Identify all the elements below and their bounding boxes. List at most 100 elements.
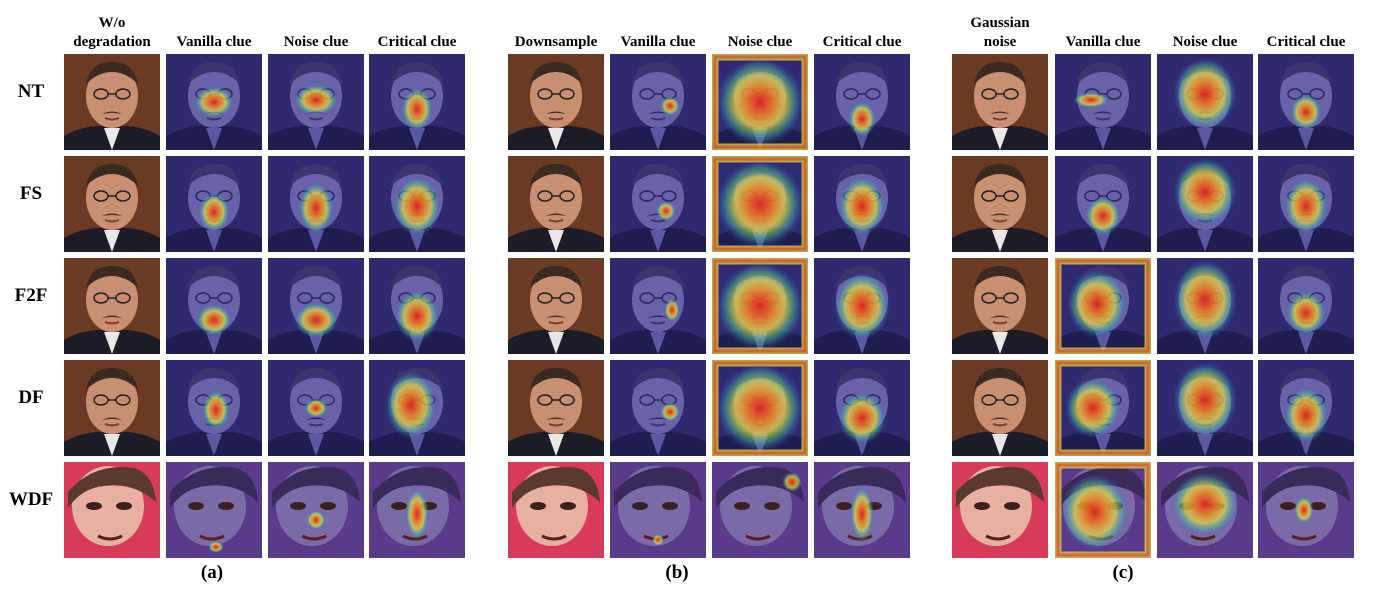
heatmap-overlay xyxy=(712,156,808,252)
column-header-line: degradation xyxy=(73,34,151,50)
heatmap-overlay xyxy=(166,258,262,354)
heatmap-hotspot xyxy=(834,272,890,340)
heatmap-overlay xyxy=(1258,462,1354,558)
heatmap-hotspot xyxy=(838,176,886,236)
column-header: Noise clue xyxy=(705,33,815,52)
heatmap-overlay xyxy=(166,462,262,558)
heatmap-image xyxy=(814,258,910,354)
heatmap-overlay xyxy=(1055,462,1151,558)
heatmap-image xyxy=(166,462,262,558)
heatmap-hotspot xyxy=(656,201,676,221)
heatmap-overlay xyxy=(814,258,910,354)
face-image xyxy=(64,360,160,456)
heatmap-overlay xyxy=(166,156,262,252)
heatmap-image xyxy=(369,54,465,150)
heatmap-overlay xyxy=(1258,156,1354,252)
column-header-line: Noise clue xyxy=(283,34,349,50)
heatmap-hotspot xyxy=(202,390,230,430)
heatmap-overlay xyxy=(814,54,910,150)
heatmap-overlay xyxy=(369,54,465,150)
heatmap-overlay xyxy=(166,360,262,456)
column-header: W/o degradation xyxy=(57,14,167,52)
heatmap-image xyxy=(610,156,706,252)
column-header-line: Gaussian xyxy=(970,15,1030,31)
heatmap-overlay xyxy=(268,258,364,354)
face-image xyxy=(508,462,604,558)
heatmap-hotspot xyxy=(196,304,232,336)
row-label: F2F xyxy=(14,285,48,306)
column-header-line: Vanilla clue xyxy=(620,34,696,50)
heatmap-overlay xyxy=(166,54,262,150)
heatmap-hotspot xyxy=(1065,378,1121,438)
heatmap-image xyxy=(166,156,262,252)
heatmap-image xyxy=(610,360,706,456)
heatmap-overlay xyxy=(610,258,706,354)
heatmap-image xyxy=(268,258,364,354)
heatmap-overlay xyxy=(712,258,808,354)
face-image xyxy=(508,156,604,252)
column-header-line: Noise clue xyxy=(1172,34,1238,50)
face-photo xyxy=(508,462,604,558)
face-photo xyxy=(64,360,160,456)
heatmap-image xyxy=(268,360,364,456)
heatmap-image xyxy=(166,54,262,150)
column-header: Vanilla clue xyxy=(159,33,269,52)
face-image xyxy=(952,360,1048,456)
column-header-line: W/o xyxy=(98,15,126,31)
face-image xyxy=(64,462,160,558)
heatmap-image xyxy=(268,462,364,558)
row-label: DF xyxy=(18,387,44,408)
heatmap-overlay xyxy=(268,360,364,456)
heatmap-overlay xyxy=(1258,360,1354,456)
face-photo xyxy=(508,258,604,354)
heatmap-image xyxy=(814,54,910,150)
heatmap-hotspot xyxy=(838,392,886,444)
heatmap-image xyxy=(814,462,910,558)
heatmap-overlay xyxy=(1055,258,1151,354)
face-photo xyxy=(952,462,1048,558)
heatmap-image xyxy=(712,462,808,558)
face-image xyxy=(508,360,604,456)
heatmap-hotspot xyxy=(405,488,429,540)
heatmap-hotspot xyxy=(1284,178,1328,234)
heatmap-overlay xyxy=(1157,360,1253,456)
heatmap-image xyxy=(1157,156,1253,252)
heatmap-overlay xyxy=(369,258,465,354)
heatmap-hotspot xyxy=(198,192,230,232)
heatmap-hotspot xyxy=(716,160,804,248)
face-image xyxy=(64,156,160,252)
row-label: FS xyxy=(19,183,43,204)
heatmap-image xyxy=(610,258,706,354)
column-header-line: Critical clue xyxy=(822,34,902,50)
heatmap-overlay xyxy=(1258,258,1354,354)
panel-label: (a) xyxy=(200,562,224,583)
heatmap-hotspot xyxy=(1171,472,1239,536)
heatmap-hotspot xyxy=(1073,92,1109,108)
heatmap-hotspot xyxy=(194,86,234,118)
heatmap-image xyxy=(166,258,262,354)
column-header-line: noise xyxy=(983,34,1017,50)
heatmap-image xyxy=(1055,54,1151,150)
heatmap-image xyxy=(610,54,706,150)
heatmap-hotspot xyxy=(1294,496,1314,524)
heatmap-overlay xyxy=(610,462,706,558)
heatmap-image xyxy=(1055,462,1151,558)
heatmap-image xyxy=(369,258,465,354)
face-photo xyxy=(64,156,160,252)
column-header-line: Vanilla clue xyxy=(1065,34,1141,50)
face-image xyxy=(952,462,1048,558)
heatmap-hotspot xyxy=(782,472,802,492)
column-header-line: Critical clue xyxy=(377,34,457,50)
face-photo xyxy=(64,462,160,558)
face-photo xyxy=(64,54,160,150)
heatmap-hotspot xyxy=(660,402,680,422)
heatmap-hotspot xyxy=(401,87,433,131)
heatmap-overlay xyxy=(712,360,808,456)
heatmap-overlay xyxy=(1157,156,1253,252)
heatmap-image xyxy=(712,258,808,354)
column-header: Downsample xyxy=(501,33,611,52)
panel-label: (b) xyxy=(665,562,689,583)
face-image xyxy=(64,54,160,150)
heatmap-overlay xyxy=(268,54,364,150)
face-image xyxy=(508,258,604,354)
